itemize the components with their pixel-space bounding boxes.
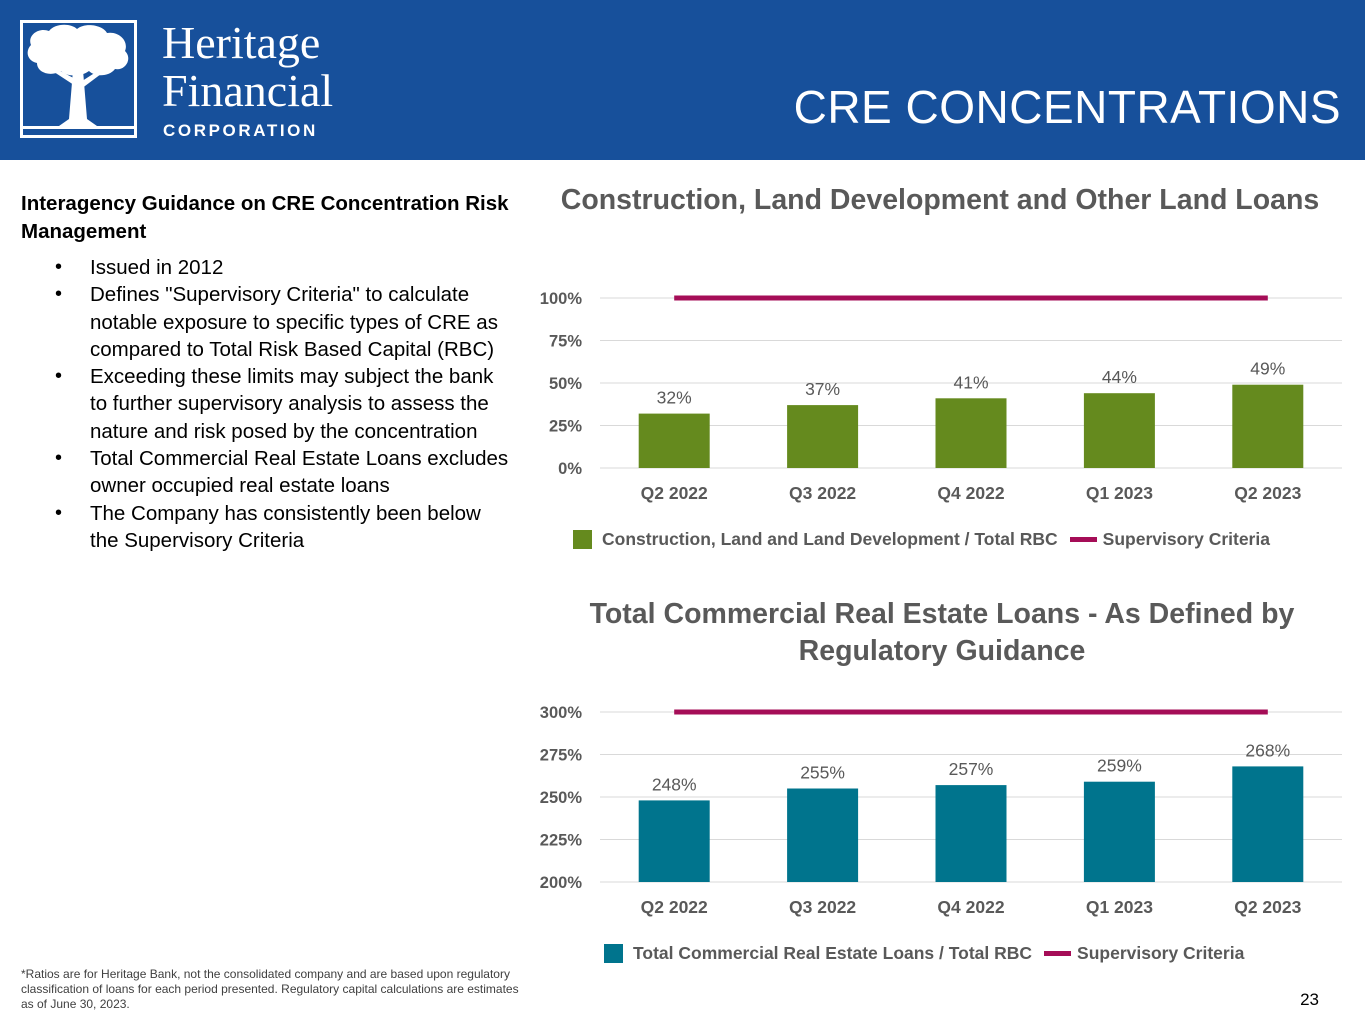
chart2-bar	[1232, 766, 1304, 882]
chart2-ytick-label: 250%	[540, 789, 583, 807]
heritage-tree-logo-icon	[20, 20, 137, 138]
chart2-line-swatch-icon	[1044, 951, 1072, 956]
bullet-item: The Company has consistently been below …	[55, 500, 515, 555]
slide-header: Heritage Financial CORPORATION CRE CONCE…	[0, 0, 1365, 160]
chart1-plot: 0% 25% 50% 75% 100% 32% Q2 2022 37% Q3 2022 41% Q4…	[540, 290, 1342, 503]
guidance-bullet-list: Issued in 2012 Defines "Supervisory Crit…	[55, 254, 515, 554]
brand-name-line2: Financial	[162, 65, 334, 116]
chart1-ytick-label: 100%	[540, 290, 583, 308]
chart1-ytick-label: 50%	[549, 375, 582, 393]
chart1-xtick-label: Q3 2022	[789, 483, 856, 503]
chart2-bar-swatch-icon	[604, 944, 623, 963]
footnote: *Ratios are for Heritage Bank, not the c…	[21, 967, 519, 1011]
chart2-ytick-label: 225%	[540, 832, 583, 850]
chart2-bar	[935, 785, 1007, 882]
chart1-xtick-label: Q4 2022	[937, 483, 1004, 503]
chart1-bar	[1083, 393, 1155, 468]
chart2-title: Total Commercial Real Estate Loans - As …	[589, 598, 1295, 667]
chart1-xtick-label: Q2 2022	[641, 483, 708, 503]
chart2-bar	[787, 788, 859, 882]
chart1-legend-line-label: Supervisory Criteria	[1102, 529, 1270, 549]
chart1-ytick-label: 0%	[558, 460, 582, 478]
bullet-item: Defines "Supervisory Criteria" to calcul…	[55, 281, 515, 363]
chart2-bar	[638, 800, 710, 882]
chart1-bar	[1232, 384, 1304, 468]
chart2-ytick-label: 200%	[540, 874, 583, 892]
chart1-xtick-label: Q2 2023	[1234, 483, 1301, 503]
chart2-data-label: 268%	[1245, 740, 1290, 760]
chart1-ytick-label: 75%	[549, 333, 582, 351]
chart2-xtick-label: Q2 2022	[641, 897, 708, 917]
chart2-ytick-label: 275%	[540, 747, 583, 765]
chart1-data-label: 41%	[953, 372, 988, 392]
chart1-legend-bar-label: Construction, Land and Land Development …	[602, 529, 1058, 549]
chart1-data-label: 44%	[1102, 367, 1137, 387]
chart1-bar	[638, 413, 710, 468]
page-number: 23	[1300, 990, 1319, 1009]
chart2-legend-bar-label: Total Commercial Real Estate Loans / Tot…	[633, 943, 1033, 963]
chart1-data-label: 37%	[805, 379, 840, 399]
bullet-item: Exceeding these limits may subject the b…	[55, 363, 515, 445]
chart2-data-label: 259%	[1097, 756, 1142, 776]
chart2-plot: 200% 225% 250% 275% 300% 248% Q2 2022 255% Q3 20…	[540, 704, 1342, 917]
chart2-xtick-label: Q2 2023	[1234, 897, 1301, 917]
guidance-title: Interagency Guidance on CRE Concentratio…	[21, 192, 509, 243]
chart2-data-label: 248%	[652, 774, 697, 794]
chart1-data-label: 49%	[1250, 359, 1285, 379]
chart2-legend: Total Commercial Real Estate Loans / Tot…	[604, 943, 1244, 964]
chart2-xtick-label: Q4 2022	[937, 897, 1004, 917]
chart2-data-label: 255%	[800, 763, 845, 783]
chart2-xtick-label: Q1 2023	[1086, 897, 1153, 917]
chart2-xtick-label: Q3 2022	[789, 897, 856, 917]
chart2-ytick-label: 300%	[540, 704, 583, 722]
chart1-line-swatch-icon	[1069, 537, 1097, 542]
brand-subtitle: CORPORATION	[163, 121, 318, 140]
chart1-data-label: 32%	[657, 388, 692, 408]
chart2-data-label: 257%	[949, 759, 994, 779]
bullet-item: Issued in 2012	[55, 254, 515, 282]
chart1-bar	[935, 398, 1007, 468]
chart1-bar-swatch-icon	[573, 530, 592, 549]
slide-title: CRE CONCENTRATIONS	[793, 81, 1341, 133]
chart1-xtick-label: Q1 2023	[1086, 483, 1153, 503]
bullet-item: Total Commercial Real Estate Loans exclu…	[55, 445, 515, 500]
chart1-ytick-label: 25%	[549, 418, 582, 436]
brand-name-line1: Heritage	[162, 17, 321, 68]
chart2-legend-line-label: Supervisory Criteria	[1077, 943, 1245, 963]
chart1-legend: Construction, Land and Land Development …	[573, 529, 1270, 550]
chart2-bar	[1083, 781, 1155, 882]
chart1-title: Construction, Land Development and Other…	[560, 184, 1320, 216]
chart1-bar	[787, 405, 859, 468]
